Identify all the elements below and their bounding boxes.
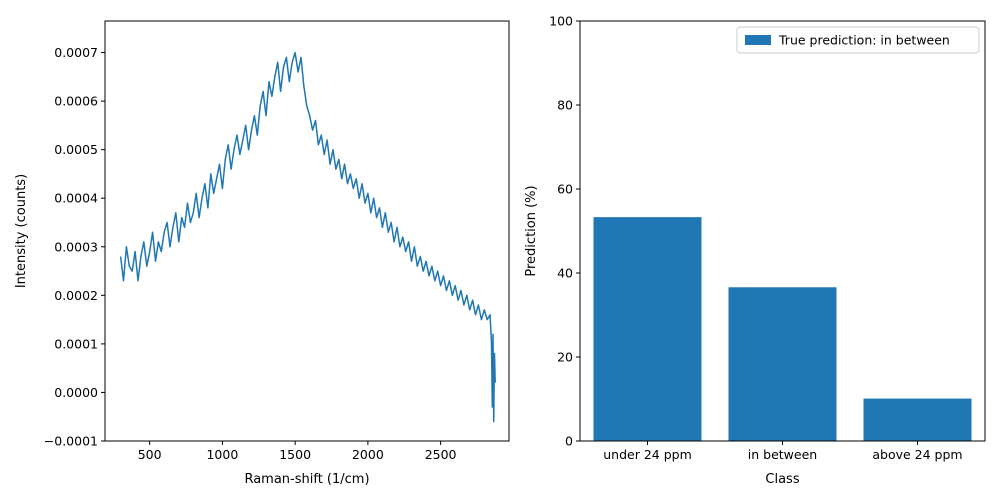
bar-above-24-ppm (863, 398, 972, 441)
prediction-y-axis-label: Prediction (%) (524, 185, 539, 276)
y-tick-label: 0.0000 (54, 385, 98, 400)
y-tick-label: 80 (557, 98, 573, 113)
x-tick-label: 2500 (425, 447, 457, 462)
x-tick-label: 500 (138, 447, 162, 462)
y-tick-label: 0 (565, 434, 573, 449)
bar-under-24-ppm (593, 217, 702, 441)
spectrum-line-layer (119, 51, 496, 423)
legend-box (736, 26, 980, 54)
y-tick-label: 0.0001 (54, 336, 98, 351)
y-tick-label: 100 (549, 14, 573, 29)
spectrum-chart: 500 1000 1500 2000 2500 −0.0001 0.0000 0.0001 0.… (14, 20, 510, 487)
y-tick-label: 0.0004 (54, 191, 98, 206)
prediction-plot-frame (579, 20, 986, 442)
legend-label: True prediction: in between (778, 33, 950, 48)
y-tick-label: 40 (557, 266, 573, 281)
y-tick-label: 0.0003 (54, 239, 98, 254)
prediction-ticks: under 24 ppm in between above 24 ppm 0 20 40 6… (549, 14, 962, 463)
legend: True prediction: in between (736, 26, 980, 54)
x-tick-label: 1000 (206, 447, 238, 462)
spectrum-x-axis-label: Raman-shift (1/cm) (244, 472, 369, 487)
y-tick-label: 0.0005 (54, 142, 98, 157)
y-tick-label: 0.0002 (54, 288, 98, 303)
prediction-bar-layer (593, 217, 972, 441)
y-tick-label: 20 (557, 350, 573, 365)
spectrum-y-axis-label: Intensity (counts) (14, 174, 29, 288)
category-label: under 24 ppm (603, 447, 692, 462)
legend-swatch (745, 35, 771, 45)
spectrum-series-line (119, 51, 496, 423)
bar-in-between (728, 287, 837, 441)
prediction-x-axis-label: Class (765, 472, 799, 487)
y-tick-label: 0.0007 (54, 45, 98, 60)
category-label: above 24 ppm (872, 447, 962, 462)
x-tick-label: 2000 (352, 447, 384, 462)
spectrum-plot-frame (104, 20, 510, 442)
y-tick-label: −0.0001 (44, 434, 98, 449)
y-tick-label: 60 (557, 182, 573, 197)
x-tick-label: 1500 (279, 447, 311, 462)
category-label: in between (748, 447, 817, 462)
spectrum-ticks: 500 1000 1500 2000 2500 −0.0001 0.0000 0.0001 0.… (44, 45, 457, 462)
y-tick-label: 0.0006 (54, 94, 98, 109)
prediction-bar-chart: under 24 ppm in between above 24 ppm 0 20 40 6… (524, 14, 986, 487)
